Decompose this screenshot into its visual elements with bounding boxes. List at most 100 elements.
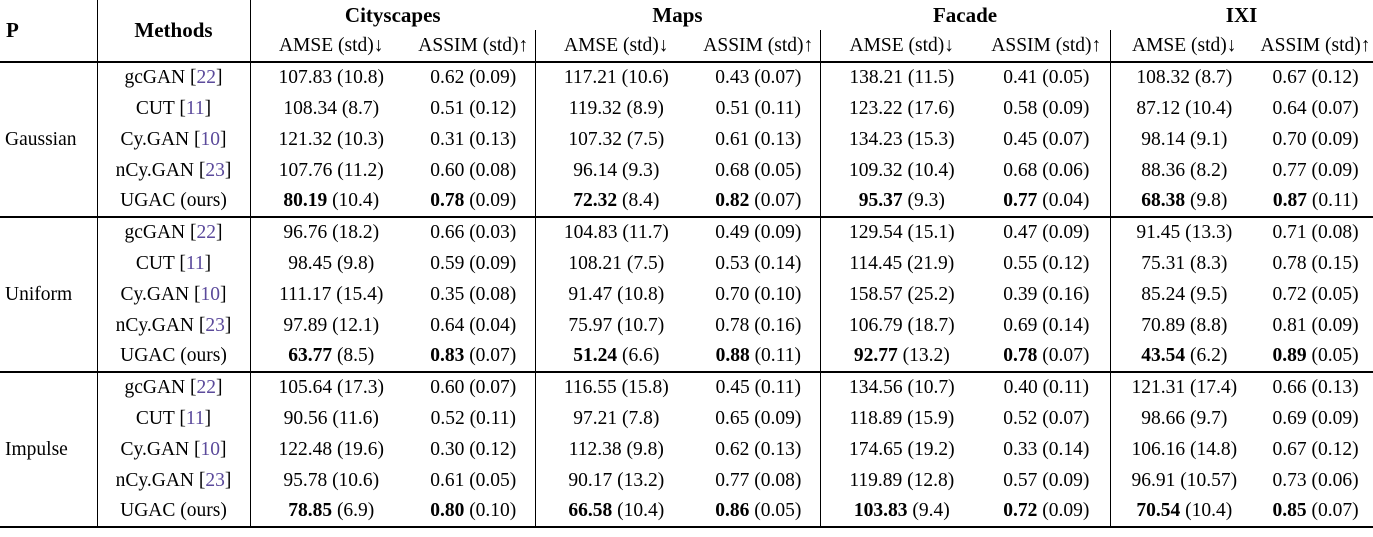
metric-value: 108.34 — [283, 97, 337, 119]
metric-std: (9.7) — [1185, 407, 1228, 429]
metric-std: (0.09) — [1037, 500, 1090, 521]
metric-header-assim: ASSIM (std)↑ — [697, 30, 821, 62]
method-cell: Cy.GAN [10] — [97, 434, 251, 465]
citation-link[interactable]: 11 — [185, 407, 205, 429]
metric-cell: 108.34 (8.7) — [250, 93, 412, 124]
metric-value: 88.36 — [1141, 159, 1186, 181]
metric-cell: 51.24 (6.6) — [535, 341, 697, 372]
metric-value: 0.61 — [430, 469, 465, 491]
method-cell: Cy.GAN [10] — [97, 279, 251, 310]
metric-cell: 0.83 (0.07) — [412, 341, 536, 372]
metric-cell: 121.32 (10.3) — [250, 124, 412, 155]
metric-std: (11.2) — [332, 159, 384, 181]
metric-value: 0.80 — [430, 500, 465, 521]
metric-std: (15.3) — [902, 128, 955, 150]
metric-value: 174.65 — [848, 438, 903, 460]
table-row: nCy.GAN [23] 97.89 (12.1) 0.64 (0.04) 75.97… — [0, 310, 1373, 341]
metric-value: 0.66 — [430, 222, 465, 243]
metric-value: 98.66 — [1141, 407, 1186, 429]
metric-std: (0.13) — [749, 128, 802, 150]
metric-value: 0.33 — [1003, 438, 1038, 460]
metric-std: (0.16) — [1037, 283, 1090, 305]
metric-value: 107.83 — [278, 67, 333, 88]
method-cell: UGAC (ours) — [97, 186, 251, 217]
citation-link[interactable]: 23 — [205, 314, 225, 336]
metric-std: (0.07) — [749, 190, 802, 211]
metric-cell: 0.39 (0.16) — [983, 279, 1111, 310]
table-row: Cy.GAN [10] 122.48 (19.6) 0.30 (0.12) 112.3… — [0, 434, 1373, 465]
metric-std: (0.12) — [464, 438, 517, 460]
metric-std: (10.4) — [902, 159, 955, 181]
citation-link[interactable]: 22 — [196, 222, 217, 243]
metric-std: (10.8) — [332, 67, 385, 88]
metric-value: 0.57 — [1003, 469, 1038, 491]
metric-std: (0.09) — [1037, 469, 1090, 491]
metric-cell: 0.68 (0.05) — [697, 155, 821, 186]
metric-std: (0.09) — [1306, 407, 1359, 429]
metric-std: (8.7) — [336, 97, 380, 119]
metric-cell: 0.87 (0.11) — [1258, 186, 1373, 217]
citation-link[interactable]: 23 — [205, 159, 225, 181]
metric-cell: 158.57 (25.2) — [820, 279, 983, 310]
metric-std: (15.4) — [331, 283, 384, 305]
metric-cell: 80.19 (10.4) — [250, 186, 412, 217]
metric-value: 103.83 — [853, 500, 908, 521]
column-header-methods: Methods — [97, 0, 251, 62]
metric-std: (15.8) — [616, 377, 669, 398]
metric-std: (9.8) — [621, 438, 664, 460]
metric-cell: 0.78 (0.15) — [1258, 248, 1373, 279]
metric-std: (9.1) — [1185, 128, 1228, 150]
metric-value: 0.78 — [430, 190, 465, 211]
metric-cell: 97.21 (7.8) — [535, 403, 697, 434]
metric-std: (17.4) — [1185, 377, 1238, 398]
metric-cell: 0.62 (0.09) — [412, 62, 536, 93]
metric-value: 0.81 — [1272, 314, 1307, 336]
metric-std: (10.7) — [612, 314, 665, 336]
table-row: CUT [11] 98.45 (9.8) 0.59 (0.09) 108.21 (7.… — [0, 248, 1373, 279]
metric-cell: 107.76 (11.2) — [250, 155, 412, 186]
citation-link[interactable]: 22 — [196, 67, 217, 88]
metric-std: (0.10) — [464, 500, 517, 521]
citation-link[interactable]: 10 — [200, 128, 220, 150]
metric-value: 68.38 — [1141, 190, 1186, 211]
citation-link[interactable]: 22 — [196, 377, 217, 398]
metric-cell: 122.48 (19.6) — [250, 434, 412, 465]
metric-value: 90.17 — [568, 469, 613, 491]
metric-cell: 75.31 (8.3) — [1110, 248, 1258, 279]
table-header: P Methods Cityscapes Maps Facade IXI AMS… — [0, 0, 1373, 62]
metric-cell: 0.86 (0.05) — [697, 496, 821, 527]
metric-value: 123.22 — [848, 97, 903, 119]
metric-cell: 0.88 (0.11) — [697, 341, 821, 372]
metric-cell: 98.14 (9.1) — [1110, 124, 1258, 155]
metric-value: 138.21 — [849, 67, 903, 88]
metric-cell: 90.17 (13.2) — [535, 465, 697, 496]
metric-value: 107.76 — [278, 159, 333, 181]
metric-cell: 0.67 (0.12) — [1258, 434, 1373, 465]
metric-std: (8.9) — [621, 97, 664, 119]
citation-link[interactable]: 11 — [185, 97, 205, 119]
metric-value: 78.85 — [288, 500, 333, 521]
metric-cell: 87.12 (10.4) — [1110, 93, 1258, 124]
metric-value: 96.76 — [283, 222, 328, 243]
citation-link[interactable]: 10 — [200, 283, 220, 305]
citation-link[interactable]: 23 — [205, 469, 225, 491]
metric-std: (12.8) — [902, 469, 955, 491]
metric-std: (0.07) — [749, 67, 802, 88]
metric-value: 112.38 — [568, 438, 622, 460]
citation-link[interactable]: 11 — [185, 252, 205, 274]
metric-cell: 96.76 (18.2) — [250, 217, 412, 248]
metric-cell: 103.83 (9.4) — [820, 496, 983, 527]
metric-cell: 118.89 (15.9) — [820, 403, 983, 434]
metric-std: (0.05) — [464, 469, 517, 491]
metric-std: (10.8) — [612, 283, 665, 305]
metric-cell: 121.31 (17.4) — [1110, 372, 1258, 403]
metric-cell: 95.37 (9.3) — [820, 186, 983, 217]
metric-std: (0.15) — [1306, 252, 1359, 274]
citation-link[interactable]: 10 — [200, 438, 220, 460]
metric-cell: 119.89 (12.8) — [820, 465, 983, 496]
metric-value: 0.65 — [715, 407, 750, 429]
metric-cell: 0.73 (0.06) — [1258, 465, 1373, 496]
metric-value: 0.55 — [1003, 252, 1038, 274]
metric-std: (18.2) — [327, 222, 380, 243]
metric-value: 0.30 — [430, 438, 465, 460]
